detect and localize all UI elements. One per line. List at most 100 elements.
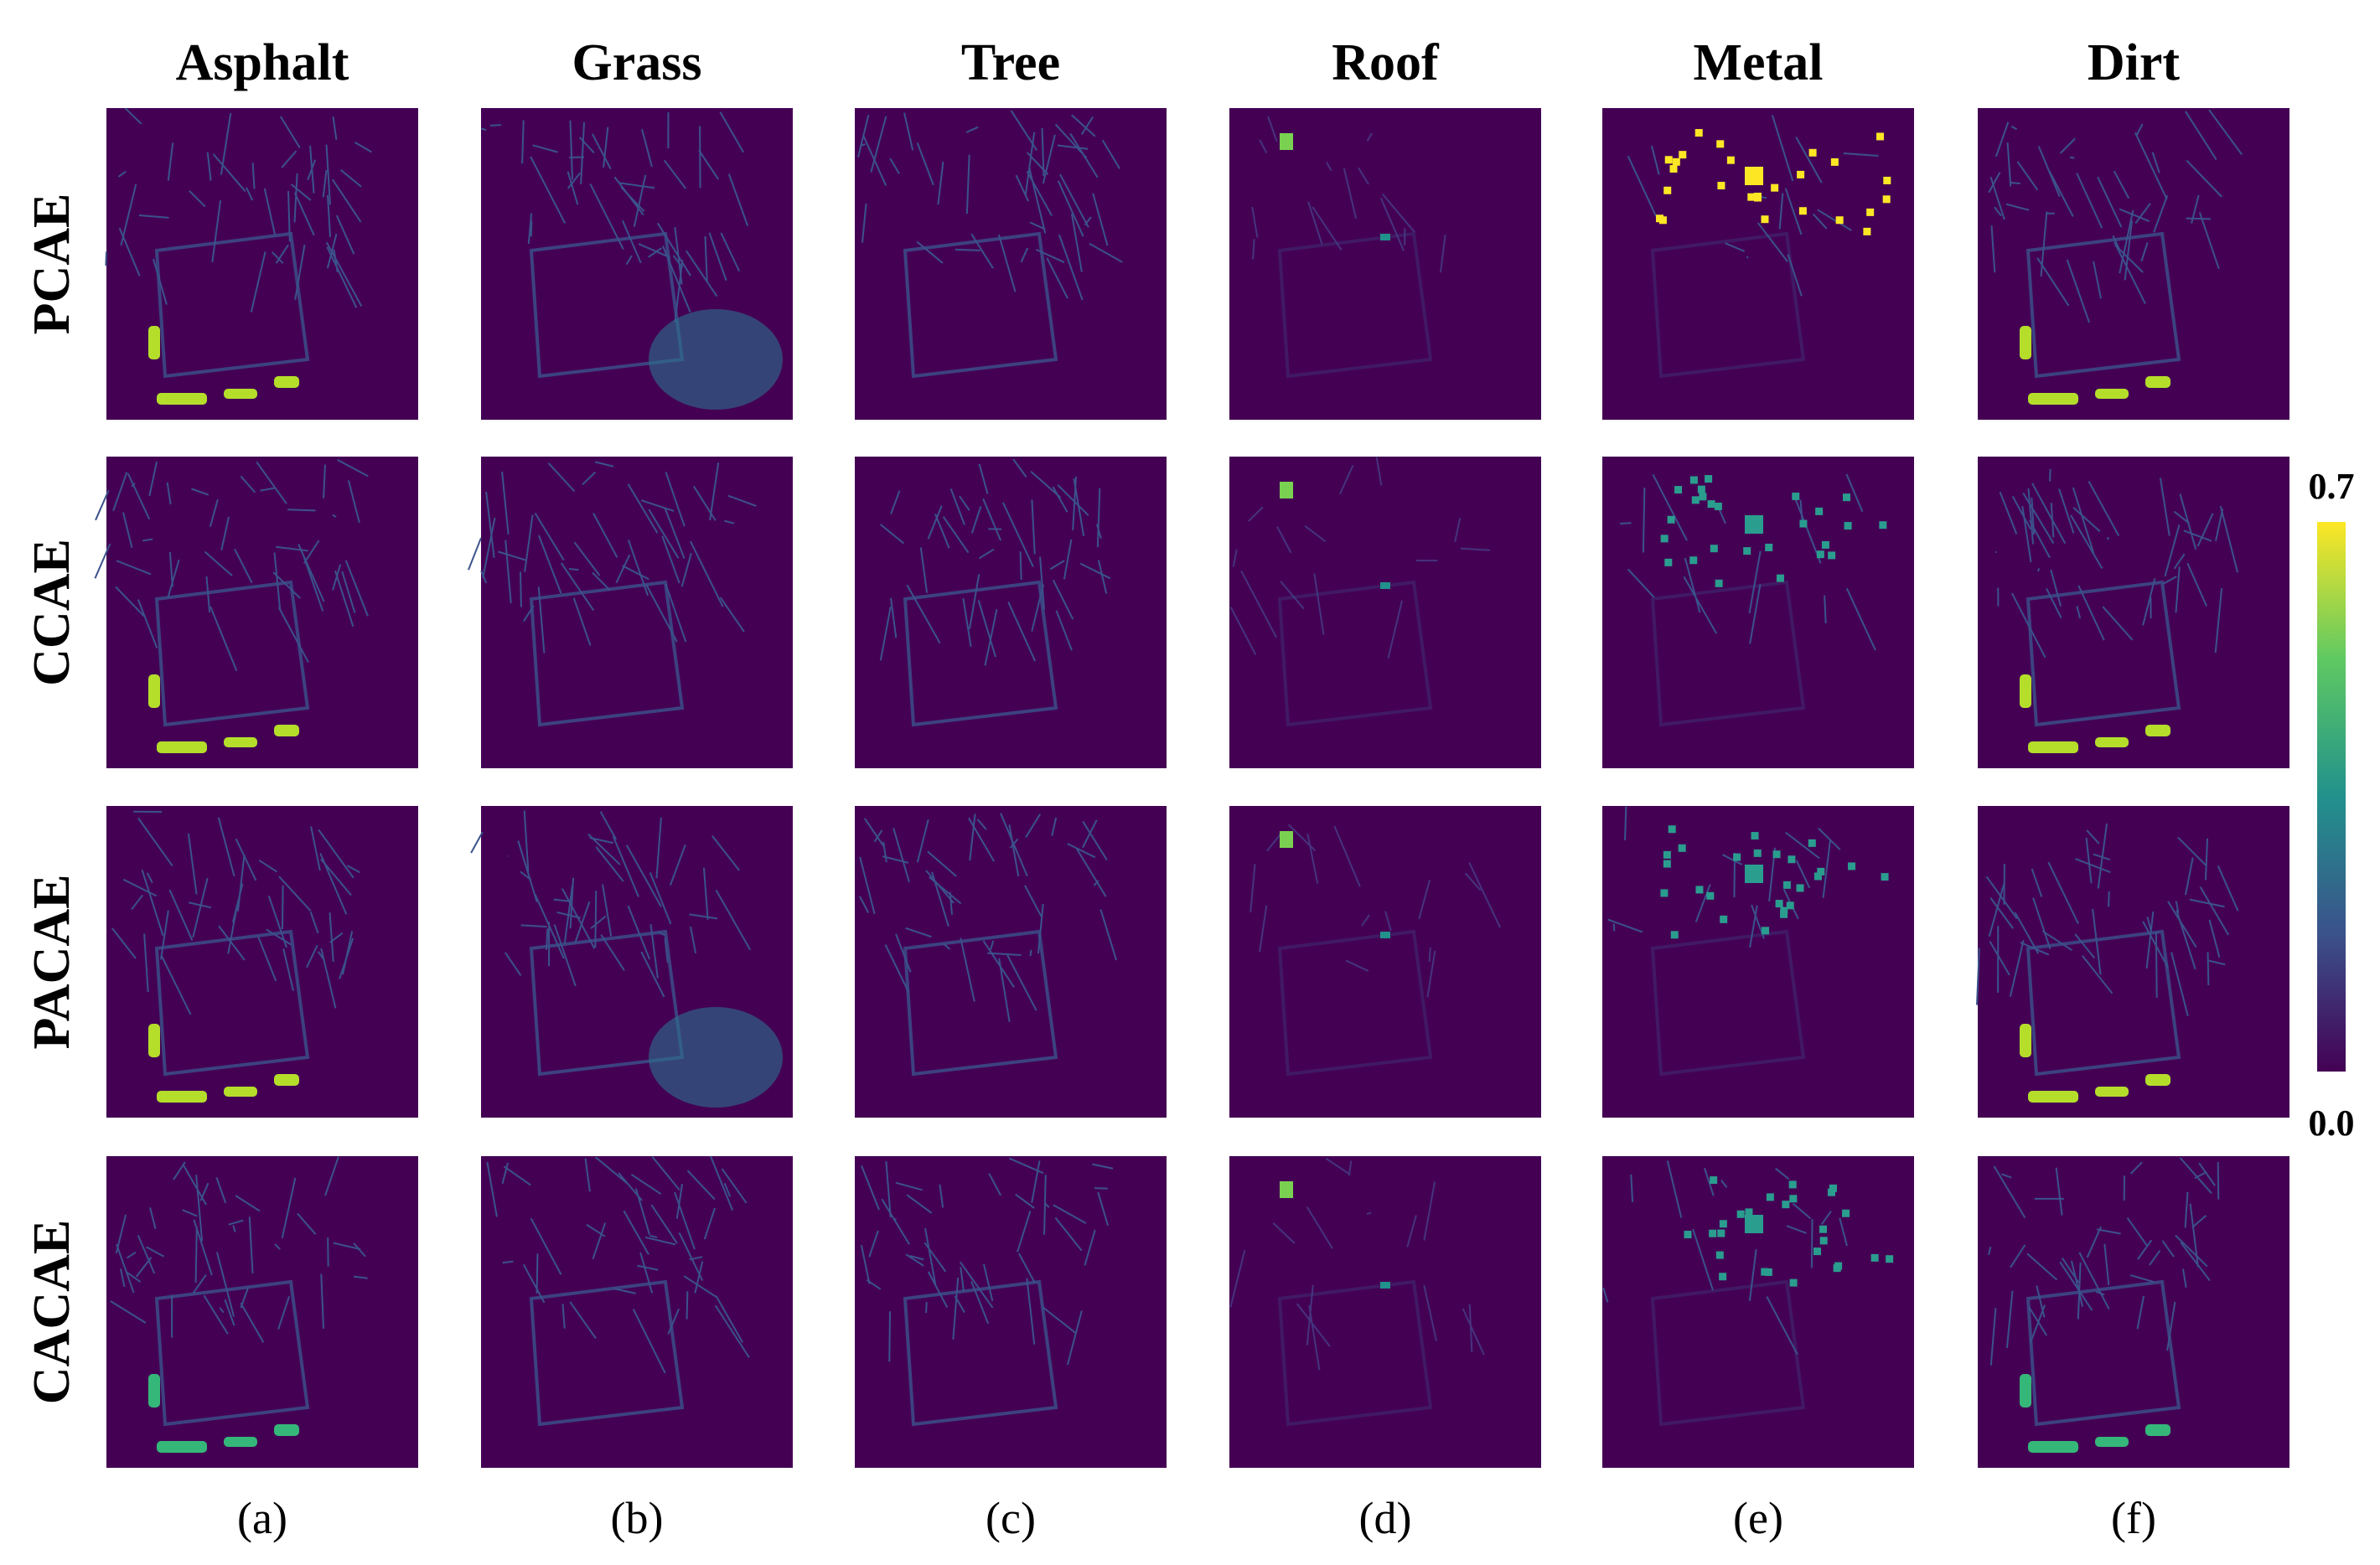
map-texture <box>2006 142 2012 187</box>
map-texture <box>1720 1180 1728 1188</box>
map-texture <box>2095 1087 2129 1097</box>
map-texture <box>2026 1253 2058 1281</box>
map-texture <box>979 548 995 560</box>
map-texture <box>903 580 1058 727</box>
map-texture <box>187 833 198 895</box>
map-texture <box>219 1307 225 1314</box>
map-texture <box>168 889 194 941</box>
map-texture <box>1276 525 1292 554</box>
map-texture <box>2026 1279 2181 1427</box>
map-texture <box>2170 952 2189 1016</box>
map-texture <box>1428 947 1431 963</box>
map-texture <box>1656 214 1664 223</box>
map-texture <box>146 872 153 884</box>
map-texture <box>1828 551 1836 560</box>
map-texture <box>2095 737 2129 747</box>
map-texture <box>1652 474 1688 541</box>
map-texture <box>2028 1441 2078 1453</box>
map-texture <box>337 458 369 478</box>
map-texture <box>1710 545 1718 553</box>
map-texture <box>1881 873 1889 881</box>
map-texture <box>1082 820 1108 861</box>
map-texture <box>307 159 317 180</box>
map-texture <box>1380 932 1390 938</box>
map-background <box>1978 457 2289 768</box>
map-texture <box>167 559 180 598</box>
map-texture <box>1776 574 1784 582</box>
map-texture <box>333 1242 361 1251</box>
colorbar-min-label: 0.0 <box>2309 1103 2355 1144</box>
map-texture <box>903 231 1058 379</box>
map-texture <box>1313 573 1325 635</box>
map-texture <box>1751 832 1759 840</box>
map-texture <box>1248 506 1264 522</box>
map-texture <box>594 461 614 467</box>
map-texture <box>686 250 718 297</box>
map-texture <box>1259 905 1268 953</box>
map-texture <box>1691 496 1700 504</box>
map-texture <box>2016 161 2039 191</box>
map-texture <box>982 940 1015 989</box>
map-texture <box>1252 239 1255 260</box>
map-texture <box>1468 1304 1473 1353</box>
map-texture <box>563 885 574 944</box>
map-texture <box>1817 867 1825 875</box>
map-background <box>1229 1156 1541 1468</box>
map-texture <box>2184 857 2194 896</box>
map-texture <box>2179 1157 2212 1194</box>
map-texture <box>1989 177 2005 220</box>
map-texture <box>2082 955 2114 994</box>
map-texture <box>234 548 253 584</box>
map-texture <box>1007 602 1037 662</box>
map-texture <box>2113 170 2130 199</box>
map-texture <box>2096 1228 2121 1235</box>
map-background <box>855 108 1167 420</box>
map-texture <box>2208 109 2243 156</box>
map-texture <box>481 127 487 132</box>
map-texture <box>1358 167 1369 185</box>
map-texture <box>182 1209 198 1217</box>
map-texture <box>1041 127 1045 177</box>
map-texture <box>929 876 962 905</box>
map-texture <box>1822 839 1831 898</box>
map-texture <box>303 556 324 612</box>
map-background <box>1602 1156 1914 1468</box>
map-texture <box>530 220 533 237</box>
map-texture <box>690 927 697 953</box>
map-texture <box>1706 891 1715 900</box>
map-texture <box>1031 1160 1041 1203</box>
map-texture <box>1073 478 1085 537</box>
map-texture <box>1092 193 1109 246</box>
map-texture <box>287 509 316 512</box>
map-texture <box>621 565 649 581</box>
map-texture <box>1406 1215 1417 1247</box>
map-texture <box>694 1261 704 1294</box>
map-texture <box>1743 547 1751 555</box>
map-texture <box>1784 188 1803 235</box>
map-texture <box>1715 579 1723 587</box>
map-texture <box>1280 1181 1293 1198</box>
map-texture <box>664 508 686 559</box>
map-texture <box>94 543 111 579</box>
colorbar-max-label: 0.7 <box>2309 466 2355 507</box>
map-texture <box>1795 860 1811 889</box>
map-texture <box>927 850 957 877</box>
map-texture <box>924 1227 937 1287</box>
map-texture <box>1882 195 1891 204</box>
map-texture <box>909 1254 924 1261</box>
map-texture <box>1071 114 1096 137</box>
row-title: PCAE <box>23 194 80 335</box>
map-texture <box>715 890 751 951</box>
map-texture <box>1753 192 1762 200</box>
map-texture <box>2028 741 2078 753</box>
map-texture <box>1423 1284 1437 1341</box>
map-texture <box>942 516 970 554</box>
map-texture <box>656 222 691 276</box>
map-texture <box>272 571 301 599</box>
map-texture <box>1663 860 1671 868</box>
column-title: Grass <box>572 34 702 91</box>
map-texture <box>274 1243 281 1250</box>
abundance-map <box>105 107 418 420</box>
map-texture <box>893 1218 897 1222</box>
map-texture <box>1043 1175 1047 1235</box>
